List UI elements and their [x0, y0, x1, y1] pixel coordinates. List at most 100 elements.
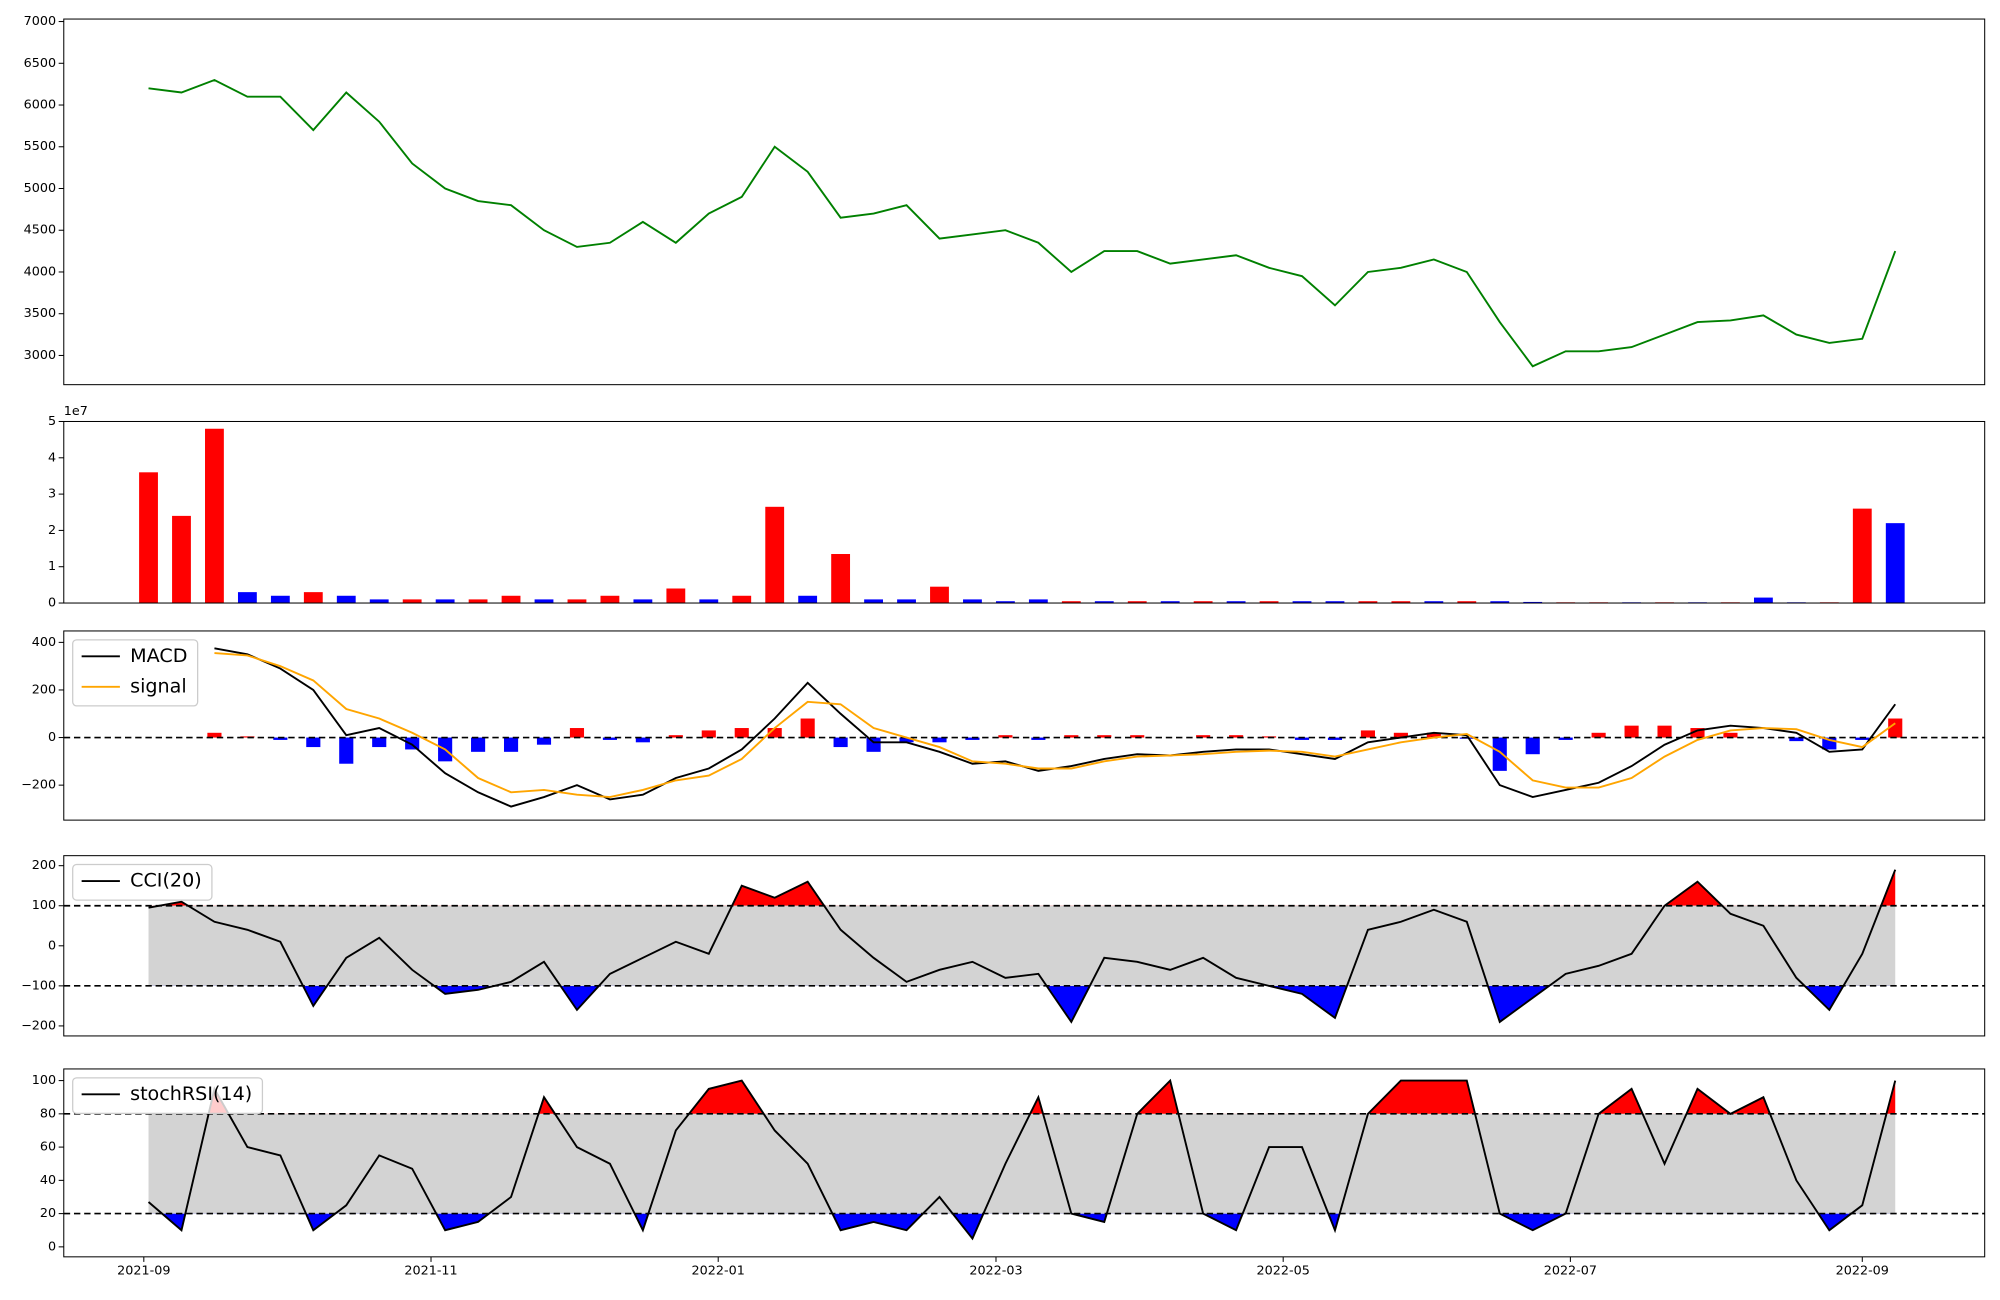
y-tick-label: 1	[48, 558, 56, 573]
histogram-bar	[1855, 737, 1870, 740]
y-tick-label: 200	[32, 681, 56, 696]
histogram-bar	[701, 730, 716, 738]
histogram-bar	[1229, 735, 1244, 738]
legend: CCI(20)	[72, 863, 213, 901]
x-tick-label: 2022-03	[969, 1262, 1022, 1277]
y-tick-label: 0	[48, 595, 56, 610]
histogram-bar	[1690, 728, 1705, 738]
x-tick-label: 2022-07	[1544, 1262, 1597, 1277]
histogram-bar	[1327, 737, 1343, 740]
volume-bar	[864, 599, 883, 604]
neutral-band	[148, 905, 1896, 986]
histogram-bar	[1492, 737, 1507, 771]
indicator-line	[214, 652, 1896, 798]
histogram-bar	[1624, 725, 1639, 738]
panel: −200 −100 0 100 200 CCI(20)	[21, 855, 1986, 1037]
histogram-bar	[1097, 735, 1112, 738]
histogram-bar	[339, 737, 354, 764]
volume-bar	[1160, 601, 1180, 604]
histogram-bar	[932, 737, 947, 743]
histogram-bar	[866, 737, 881, 752]
histogram-bar	[1657, 725, 1672, 738]
volume-bar	[1259, 601, 1279, 604]
volume-bar	[1490, 601, 1510, 604]
histogram-bar	[405, 737, 420, 750]
histogram-bar	[734, 728, 749, 738]
y-tick-label: 5	[48, 413, 56, 428]
legend-label: CCI(20)	[130, 870, 202, 892]
volume-bar	[666, 588, 686, 604]
plot-area	[63, 647, 1985, 808]
y-tick-label: 5500	[24, 138, 56, 153]
volume-bar	[1424, 601, 1444, 604]
indicator-line	[214, 647, 1897, 808]
volume-bar	[897, 599, 916, 604]
histogram-bar	[1426, 732, 1441, 738]
panel: 0 1 2 3 4 5 1e7	[48, 403, 1986, 610]
price-line	[148, 78, 1897, 368]
y-tick-label: 4	[48, 449, 56, 464]
histogram-bar	[1130, 735, 1145, 738]
volume-bar	[699, 599, 719, 604]
y-tick-label: 80	[40, 1105, 56, 1120]
volume-bar	[1127, 601, 1147, 604]
volume-bar	[1193, 601, 1213, 604]
volume-bar	[534, 599, 554, 604]
histogram-bar	[1360, 730, 1375, 738]
volume-bar	[237, 592, 257, 604]
x-tick-label: 2022-09	[1836, 1262, 1889, 1277]
volume-bar	[1325, 601, 1345, 604]
volume-bar	[831, 554, 851, 604]
y-tick-label: 40	[40, 1172, 56, 1187]
volume-bar	[172, 515, 191, 604]
legend-label: stochRSI(14)	[130, 1083, 252, 1105]
oversold-fill	[148, 1213, 1896, 1239]
histogram-bar	[1822, 737, 1837, 750]
plot-area	[63, 1078, 1985, 1241]
legend: stochRSI(14)	[72, 1077, 264, 1115]
volume-bar	[995, 601, 1015, 604]
volume-bar	[930, 586, 949, 604]
histogram-bar	[306, 737, 321, 748]
volume-bar	[1457, 601, 1477, 604]
histogram-bar	[1723, 732, 1738, 738]
volume-bar	[205, 428, 224, 604]
volume-bar	[270, 595, 290, 604]
histogram-bar	[1031, 737, 1046, 740]
histogram-bar	[1591, 732, 1606, 738]
legend-box	[72, 863, 213, 901]
volume-bar	[567, 599, 587, 604]
volume-bar	[1292, 601, 1312, 604]
volume-bar	[501, 595, 521, 604]
legend-label: MACD	[130, 645, 187, 667]
volume-bar	[633, 599, 653, 604]
y-tick-label: 20	[40, 1205, 56, 1220]
histogram-bar	[240, 736, 255, 738]
y-tick-label: −100	[21, 977, 56, 992]
histogram-bar	[273, 737, 288, 740]
y-tick-label: 3500	[24, 305, 56, 320]
y-tick-label: −200	[21, 777, 56, 792]
volume-bar	[732, 595, 752, 604]
volume-bar	[402, 599, 422, 604]
plot-area	[148, 78, 1897, 368]
panel-frame	[63, 18, 1986, 386]
indicator-line	[147, 1078, 1897, 1241]
y-tick-label: 6000	[24, 97, 56, 112]
y-tick-label: 0	[48, 1238, 56, 1253]
histogram-bar	[1558, 737, 1573, 740]
x-tick-label: 2021-09	[117, 1262, 170, 1277]
y-tick-label: 400	[32, 634, 56, 649]
panel: 0 20 40 60 80 100 stochRSI(14) 2021-09 2021-11 20…	[32, 1068, 1986, 1277]
volume-bar	[303, 592, 323, 604]
y-tick-label: 3	[48, 486, 56, 501]
volume-bar	[1885, 523, 1905, 604]
y-tick-label: 5000	[24, 180, 56, 195]
histogram-bar	[602, 737, 617, 740]
panel-frame	[63, 1068, 1986, 1258]
volume-bar	[1523, 601, 1543, 604]
legend: MACD signal	[72, 639, 199, 707]
y-tick-label: 60	[40, 1139, 56, 1154]
histogram-bar	[767, 728, 782, 738]
